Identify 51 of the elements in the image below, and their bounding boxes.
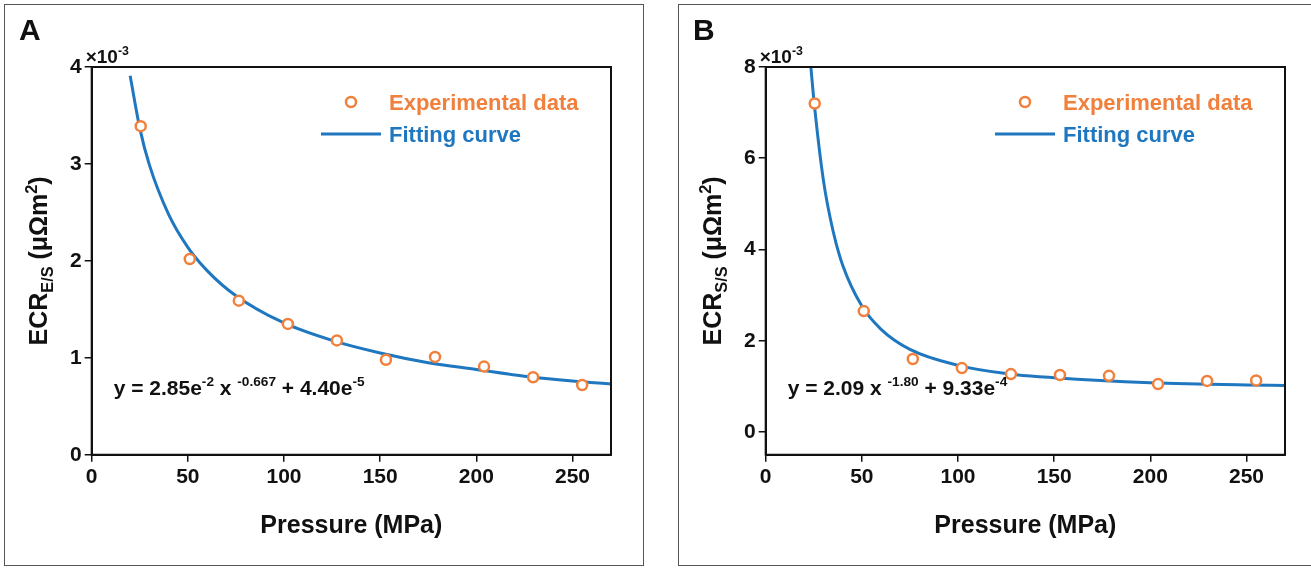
y-tick-label: 4: [743, 236, 756, 260]
point: [955, 361, 969, 375]
y-tick-label: 6: [743, 145, 756, 169]
point: [1200, 374, 1214, 388]
point: [477, 360, 491, 373]
x-tick-label: 250: [1229, 464, 1265, 488]
y-tick-label: 4: [69, 53, 82, 77]
point: [428, 350, 442, 364]
point: [281, 317, 295, 331]
x-tick-label: 50: [850, 464, 874, 488]
x-tick-label: 0: [759, 464, 772, 488]
x-axis-title: Pressure (MPa): [260, 510, 443, 538]
point: [1053, 368, 1067, 382]
legend-label: Experimental data: [389, 90, 580, 115]
y-tick-label: 0: [743, 418, 756, 442]
y-axis-title: ECRS/S (μΩm2): [696, 176, 730, 346]
point: [330, 334, 344, 347]
point: [1151, 377, 1165, 391]
chart-title: A: [19, 13, 41, 47]
point: [1249, 374, 1263, 387]
x-tick-label: 0: [85, 464, 98, 488]
x-axis-title: Pressure (MPa): [934, 510, 1117, 538]
x-tick-label: 100: [940, 464, 976, 488]
x-tick-label: 100: [266, 464, 302, 488]
point: [379, 353, 393, 367]
x-tick-label: 200: [458, 464, 494, 488]
point: [808, 97, 821, 110]
x-tick-label: 150: [362, 464, 398, 488]
x-tick-label: 250: [555, 464, 591, 488]
point: [857, 304, 871, 318]
y-tick-label: 1: [69, 344, 82, 368]
y-tick-label: 2: [743, 327, 756, 351]
legend-label: Fitting curve: [1063, 122, 1196, 147]
y-tick-label: 2: [69, 247, 82, 271]
y-tick-label: 0: [69, 441, 82, 465]
point: [526, 370, 540, 384]
point: [134, 119, 147, 133]
legend-label: Experimental data: [1063, 90, 1254, 115]
y-axis-title: ECRE/S (μΩm2): [22, 176, 56, 346]
point: [906, 352, 920, 366]
point: [1102, 369, 1116, 383]
point: [232, 294, 246, 307]
x-tick-label: 200: [1132, 464, 1168, 488]
x-tick-label: 50: [176, 464, 200, 488]
y-tick-label: 8: [743, 53, 756, 77]
point: [575, 378, 589, 392]
x-tick-label: 150: [1036, 464, 1072, 488]
legend-label: Fitting curve: [389, 122, 522, 147]
chart-title: B: [693, 13, 715, 47]
y-tick-label: 3: [69, 150, 82, 174]
point: [183, 252, 197, 266]
